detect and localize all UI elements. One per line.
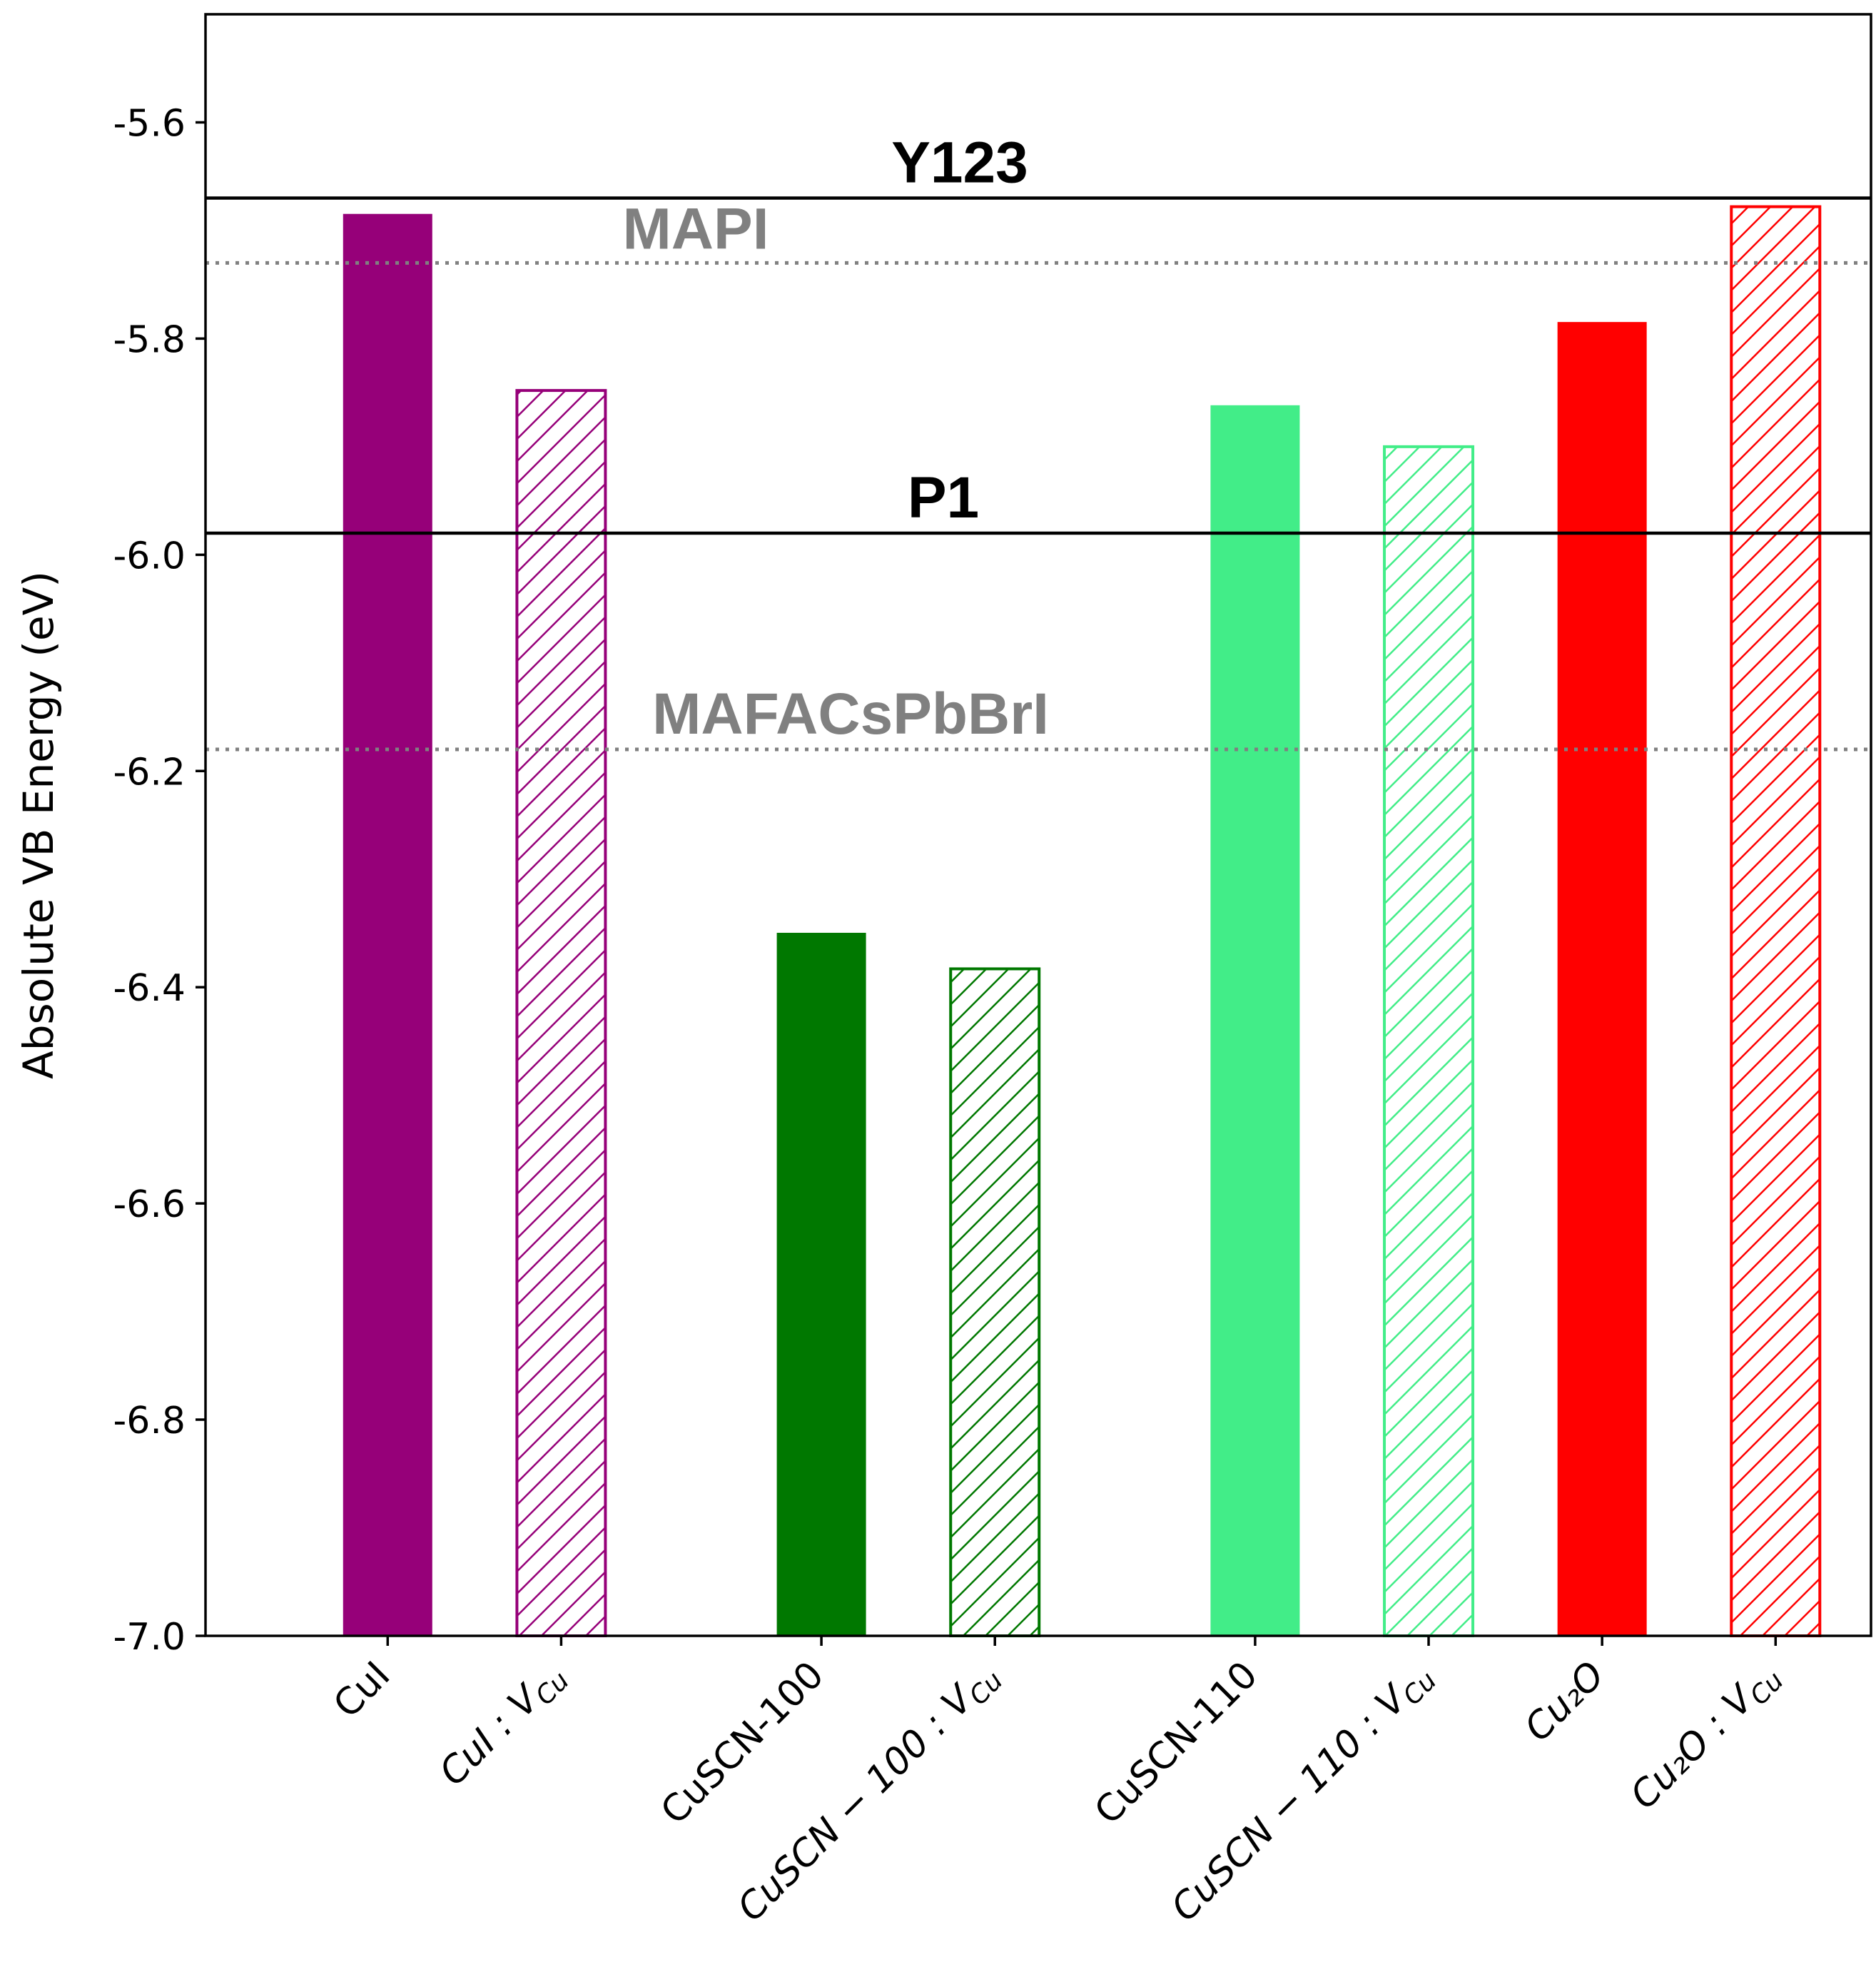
bar-cu2o-v-cu <box>1730 205 1822 1637</box>
bar-cuscn-110-v-cu <box>1383 445 1475 1637</box>
bar-cuscn-100 <box>776 932 866 1637</box>
x-tick-label-cu2o: Cu₂O <box>1516 1654 1613 1750</box>
ref-label-p1: P1 <box>908 465 979 530</box>
y-axis-title: Absolute VB Energy (eV) <box>14 571 63 1079</box>
y-tick-label: -7.0 <box>113 1616 186 1659</box>
y-tick-label: -5.8 <box>113 318 186 361</box>
y-tick-label: -6.2 <box>113 751 186 794</box>
bars-layer <box>343 205 1822 1637</box>
y-tick-label: -6.8 <box>113 1400 186 1442</box>
y-tick-label: -5.6 <box>113 102 186 145</box>
x-tick-label-cui-v-cu: CuI : VCu <box>432 1654 575 1797</box>
ref-label-mafacspbbri: MAFACsPbBrI <box>652 682 1049 747</box>
bar-cuscn-100-v-cu <box>949 967 1041 1637</box>
bar-cui <box>343 213 432 1637</box>
y-tick-label: -6.4 <box>113 967 186 1010</box>
y-tick-label: -6.0 <box>113 535 186 577</box>
y-axis-ticks: -5.6 -5.8 -6.0 -6.2 -6.4 -6.6 -6.8 -7.0 <box>113 102 206 1659</box>
bar-cu2o <box>1557 322 1647 1637</box>
ref-label-mapi: MAPI <box>623 196 769 261</box>
x-tick-label-cu2o-v-cu: Cu₂O : VCu <box>1623 1654 1790 1821</box>
x-tick-label-cuscn-110: CuSCN-110 <box>1087 1654 1266 1833</box>
bar-cui-v-cu <box>515 389 607 1637</box>
x-tick-label-cuscn-100: CuSCN-100 <box>653 1654 832 1833</box>
x-tick-label-cui: CuI <box>325 1654 398 1726</box>
ref-label-y123: Y123 <box>891 130 1028 195</box>
reference-lines-layer <box>206 196 1871 752</box>
reference-labels-layer: Y123 MAPI P1 MAFACsPbBrI <box>623 130 1049 746</box>
bar-cuscn-110 <box>1210 405 1300 1637</box>
plot-frame <box>204 13 1872 1637</box>
y-tick-label: -6.6 <box>113 1183 186 1226</box>
